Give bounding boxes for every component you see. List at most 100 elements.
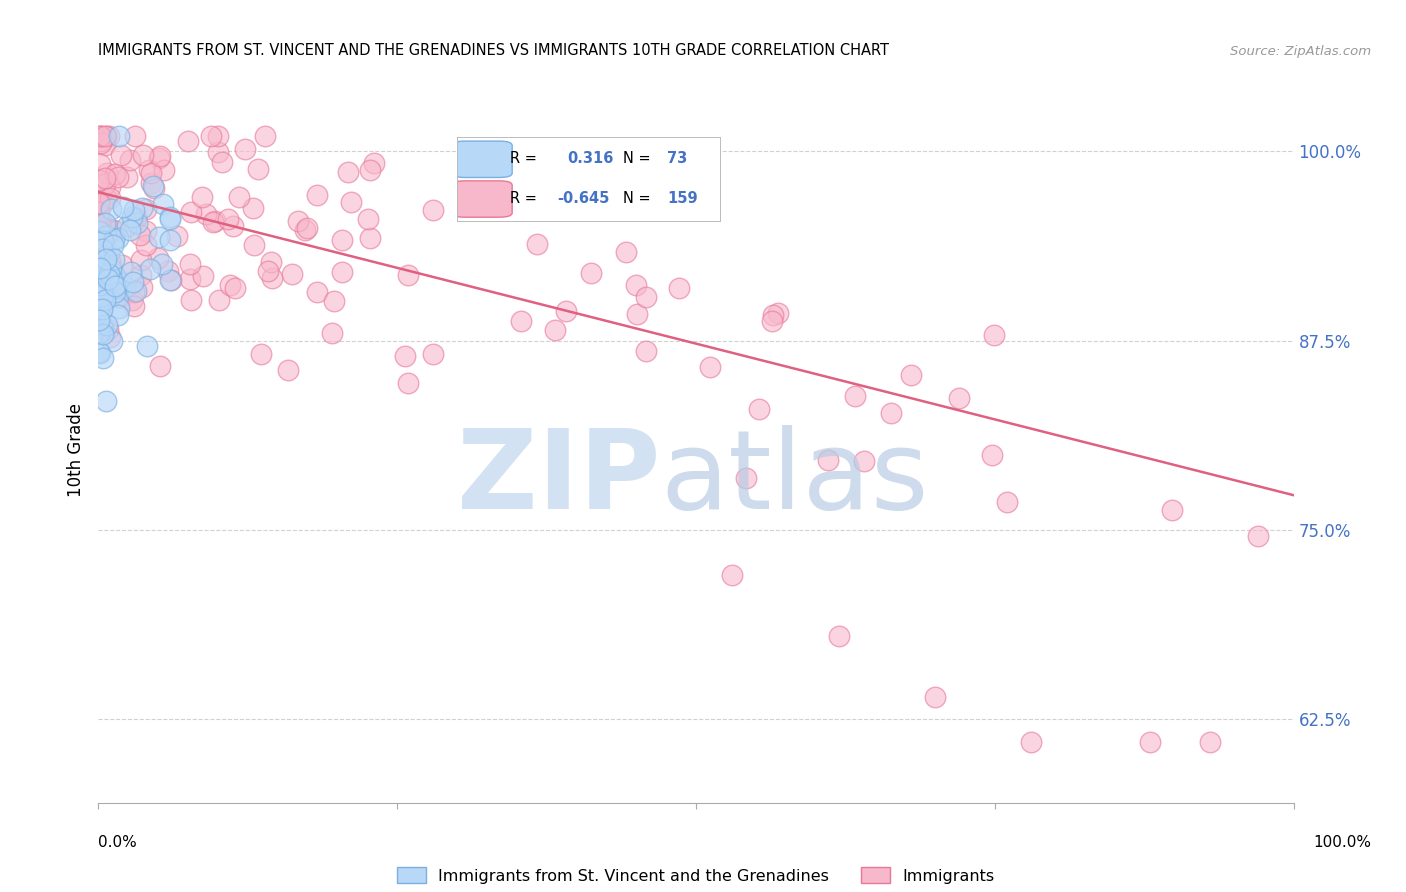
Point bbox=[91, 278, 114, 293]
Point bbox=[87, 194, 110, 209]
Point bbox=[394, 349, 416, 363]
Point bbox=[668, 281, 690, 295]
Point bbox=[323, 294, 346, 309]
Point bbox=[544, 323, 567, 337]
Point bbox=[509, 314, 531, 328]
Point bbox=[148, 230, 170, 244]
Text: 100.0%: 100.0% bbox=[1313, 836, 1371, 850]
Point bbox=[87, 205, 110, 219]
Point bbox=[124, 128, 146, 143]
Point bbox=[1019, 735, 1042, 749]
Point bbox=[94, 128, 117, 143]
Point bbox=[900, 368, 922, 382]
Point bbox=[91, 351, 114, 365]
Point bbox=[90, 262, 112, 277]
Text: R =: R = bbox=[509, 191, 537, 206]
Point bbox=[121, 210, 143, 224]
Point bbox=[120, 265, 142, 279]
Point bbox=[396, 268, 419, 282]
Point bbox=[122, 202, 145, 217]
Point bbox=[114, 280, 136, 294]
Point bbox=[297, 221, 319, 235]
Point bbox=[330, 265, 353, 279]
Point bbox=[191, 190, 214, 204]
Point bbox=[166, 229, 188, 244]
Point bbox=[96, 166, 118, 180]
Point bbox=[148, 151, 170, 165]
Point bbox=[260, 255, 283, 269]
Point bbox=[112, 200, 135, 214]
Point bbox=[89, 286, 111, 301]
Point bbox=[153, 162, 176, 177]
Point bbox=[139, 261, 162, 276]
Point bbox=[287, 214, 309, 228]
Text: IMMIGRANTS FROM ST. VINCENT AND THE GRENADINES VS IMMIGRANTS 10TH GRADE CORRELAT: IMMIGRANTS FROM ST. VINCENT AND THE GREN… bbox=[98, 43, 890, 58]
Point bbox=[91, 304, 114, 318]
Point bbox=[120, 223, 142, 237]
Text: N =: N = bbox=[623, 191, 650, 206]
Point bbox=[125, 216, 148, 230]
Point bbox=[135, 224, 157, 238]
Point bbox=[129, 227, 152, 242]
Point bbox=[93, 170, 115, 185]
Point bbox=[180, 204, 202, 219]
Point bbox=[146, 251, 169, 265]
Point bbox=[139, 166, 162, 180]
Point bbox=[89, 345, 111, 359]
Point bbox=[159, 273, 181, 287]
Point bbox=[94, 293, 117, 308]
Point bbox=[396, 376, 419, 390]
Point bbox=[1161, 503, 1184, 517]
Point bbox=[817, 453, 839, 467]
Point bbox=[90, 134, 112, 148]
Point bbox=[100, 202, 122, 217]
Point bbox=[90, 128, 112, 143]
Point bbox=[634, 343, 657, 358]
Point bbox=[100, 289, 122, 303]
Point bbox=[219, 278, 242, 293]
Point bbox=[530, 196, 553, 211]
Point bbox=[307, 285, 329, 299]
Point bbox=[250, 347, 273, 361]
Point bbox=[98, 128, 121, 143]
Point bbox=[103, 232, 125, 246]
Point bbox=[340, 194, 363, 209]
Point bbox=[94, 291, 117, 305]
Point bbox=[91, 327, 114, 342]
Point bbox=[98, 267, 121, 281]
Point bbox=[143, 181, 166, 195]
Point bbox=[98, 255, 121, 269]
Point bbox=[87, 252, 110, 266]
Point bbox=[1247, 529, 1270, 543]
Text: 159: 159 bbox=[668, 191, 697, 206]
Point bbox=[242, 202, 264, 216]
Point bbox=[228, 190, 250, 204]
Point bbox=[149, 149, 172, 163]
Point bbox=[721, 568, 744, 582]
Point bbox=[89, 128, 111, 143]
Point bbox=[207, 145, 229, 159]
Point bbox=[94, 249, 117, 263]
Point bbox=[91, 288, 114, 302]
Text: R =: R = bbox=[509, 152, 537, 167]
Point bbox=[122, 275, 145, 289]
Point bbox=[91, 280, 114, 294]
Point bbox=[995, 495, 1018, 509]
Point bbox=[96, 272, 118, 286]
Point bbox=[93, 261, 115, 276]
Point bbox=[101, 223, 124, 237]
Point bbox=[257, 264, 280, 278]
Point bbox=[107, 169, 129, 184]
Legend: Immigrants from St. Vincent and the Grenadines, Immigrants: Immigrants from St. Vincent and the Gren… bbox=[391, 861, 1001, 890]
Text: -0.645: -0.645 bbox=[557, 191, 609, 206]
Point bbox=[89, 326, 111, 340]
Point bbox=[131, 268, 153, 282]
Point bbox=[104, 279, 127, 293]
Point bbox=[93, 178, 115, 192]
Point bbox=[91, 322, 114, 336]
Point bbox=[242, 237, 264, 252]
Point bbox=[96, 318, 118, 332]
Text: ZIP: ZIP bbox=[457, 425, 661, 533]
Point bbox=[100, 334, 122, 348]
Text: N =: N = bbox=[623, 152, 650, 167]
